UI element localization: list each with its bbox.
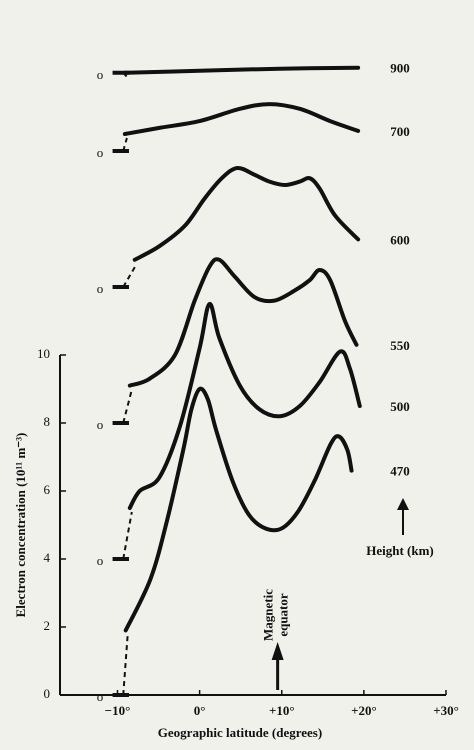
y-tick-label: 0 bbox=[44, 686, 51, 701]
height-arrowhead bbox=[397, 498, 409, 510]
series-label: 600 bbox=[390, 232, 410, 247]
annotation-line: Magnetic bbox=[261, 589, 276, 641]
y-tick-label: 4 bbox=[44, 550, 51, 565]
zero-connector bbox=[122, 511, 133, 560]
series-line bbox=[122, 102, 361, 136]
equator-arrowhead bbox=[271, 642, 284, 660]
series-line bbox=[123, 386, 354, 633]
legend-title: Height (km) bbox=[366, 543, 434, 558]
annotation: Magneticequator bbox=[261, 589, 291, 641]
series-label: 470 bbox=[390, 464, 410, 479]
series-line bbox=[122, 65, 361, 75]
zero-label: o bbox=[97, 281, 104, 296]
zero-label: o bbox=[97, 553, 104, 568]
zero-connector bbox=[122, 634, 129, 696]
series-label: 500 bbox=[390, 399, 410, 414]
series-label: 700 bbox=[390, 124, 410, 139]
series-line bbox=[127, 257, 359, 388]
annotation-line: equator bbox=[276, 593, 291, 637]
zero-label: o bbox=[97, 689, 104, 704]
y-axis-label: Electron concentration (10¹¹ m⁻³) bbox=[13, 433, 28, 618]
x-tick-label: +10° bbox=[269, 703, 295, 718]
series-line bbox=[127, 301, 362, 510]
zero-connector bbox=[122, 263, 138, 288]
series-label: 550 bbox=[390, 338, 410, 353]
y-tick-label: 2 bbox=[44, 618, 51, 633]
series-line bbox=[132, 165, 361, 262]
series-label: 900 bbox=[390, 61, 410, 76]
zero-label: o bbox=[97, 67, 104, 82]
x-tick-label: 0° bbox=[194, 703, 206, 718]
x-axis-label: Geographic latitude (degrees) bbox=[158, 725, 322, 740]
x-tick-label: −10° bbox=[105, 703, 131, 718]
zero-label: o bbox=[97, 417, 104, 432]
zero-connector bbox=[122, 389, 133, 424]
zero-connector bbox=[122, 137, 128, 152]
y-tick-label: 8 bbox=[44, 414, 51, 429]
x-tick-label: +30° bbox=[433, 703, 459, 718]
y-tick-label: 10 bbox=[37, 346, 50, 361]
zero-label: o bbox=[97, 145, 104, 160]
y-tick-label: 6 bbox=[44, 482, 51, 497]
x-tick-label: +20° bbox=[351, 703, 377, 718]
